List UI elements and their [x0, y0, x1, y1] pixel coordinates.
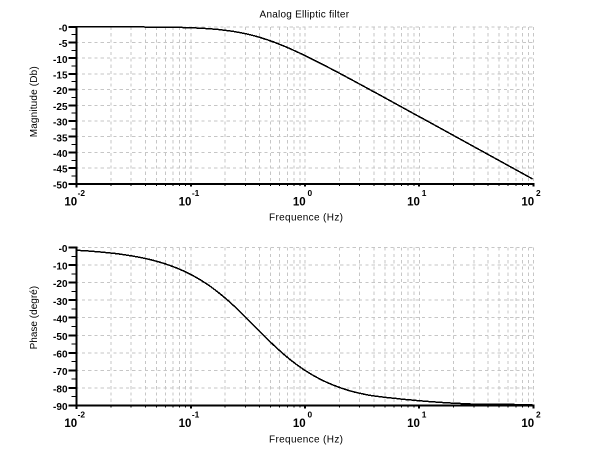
svg-text:2: 2 — [536, 188, 541, 198]
svg-text:-30: -30 — [53, 297, 68, 308]
svg-text:10: 10 — [293, 197, 306, 209]
svg-text:-45: -45 — [53, 165, 68, 176]
svg-text:Frequence (Hz): Frequence (Hz) — [269, 212, 343, 223]
svg-text:-0: -0 — [59, 23, 68, 34]
svg-text:10: 10 — [293, 418, 306, 430]
svg-text:-40: -40 — [53, 314, 68, 325]
svg-text:Frequence (Hz): Frequence (Hz) — [269, 435, 343, 446]
svg-text:-60: -60 — [53, 349, 68, 360]
svg-text:10: 10 — [179, 197, 192, 209]
svg-text:10: 10 — [179, 418, 192, 430]
svg-text:10: 10 — [521, 418, 534, 430]
svg-text:0: 0 — [307, 188, 312, 198]
svg-text:-90: -90 — [53, 402, 68, 413]
svg-text:-2: -2 — [78, 188, 86, 198]
svg-text:-70: -70 — [53, 367, 68, 378]
svg-text:10: 10 — [64, 197, 77, 209]
svg-text:-10: -10 — [53, 262, 68, 273]
svg-text:10: 10 — [407, 418, 420, 430]
svg-text:2: 2 — [536, 410, 541, 420]
svg-text:0: 0 — [307, 410, 312, 420]
svg-text:-2: -2 — [78, 410, 86, 420]
svg-text:-35: -35 — [53, 133, 68, 144]
svg-text:-1: -1 — [192, 188, 200, 198]
svg-text:-25: -25 — [53, 102, 68, 113]
svg-text:-20: -20 — [53, 279, 68, 290]
svg-text:-50: -50 — [53, 332, 68, 343]
svg-text:-0: -0 — [59, 244, 68, 255]
svg-text:-1: -1 — [192, 410, 200, 420]
svg-text:10: 10 — [64, 418, 77, 430]
svg-text:-10: -10 — [53, 55, 68, 66]
svg-text:-5: -5 — [59, 39, 68, 50]
svg-text:10: 10 — [521, 197, 534, 209]
svg-text:10: 10 — [407, 197, 420, 209]
svg-text:Analog Elliptic filter: Analog Elliptic filter — [260, 10, 350, 21]
svg-text:-15: -15 — [53, 71, 68, 82]
svg-text:-40: -40 — [53, 149, 68, 160]
svg-text:Phase (degré): Phase (degré) — [29, 286, 40, 350]
svg-text:-50: -50 — [53, 180, 68, 191]
svg-text:1: 1 — [422, 188, 427, 198]
svg-text:-20: -20 — [53, 86, 68, 97]
svg-text:-30: -30 — [53, 118, 68, 129]
svg-text:-80: -80 — [53, 385, 68, 396]
svg-text:Magnitude (Db): Magnitude (Db) — [29, 66, 40, 137]
svg-text:1: 1 — [422, 410, 427, 420]
